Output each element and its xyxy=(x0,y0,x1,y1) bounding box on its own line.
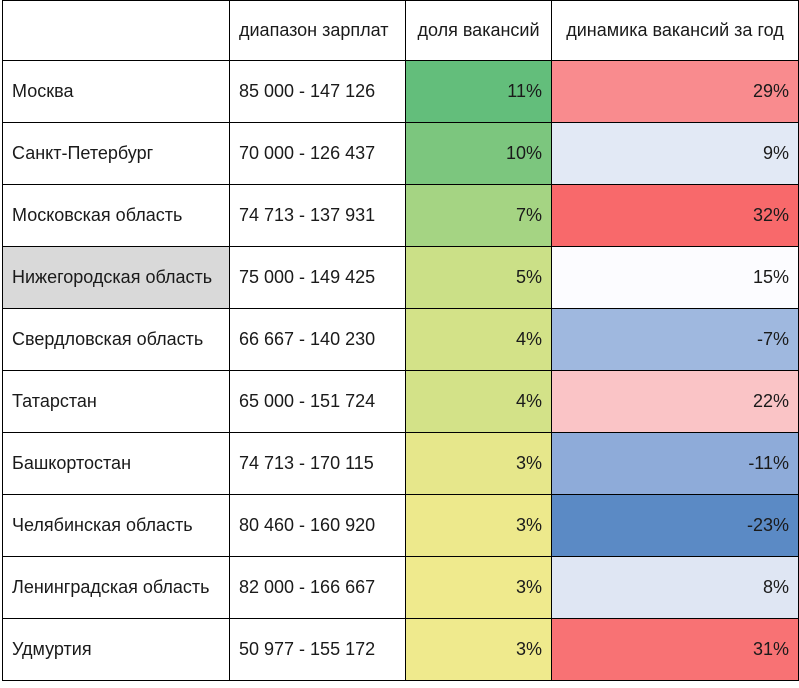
table-row: Челябинская область 80 460 - 160 920 3% -23… xyxy=(2,494,799,557)
salary-cell[interactable]: 70 000 - 126 437 xyxy=(229,122,406,185)
region-cell[interactable]: Татарстан xyxy=(2,370,230,433)
share-cell[interactable]: 4% xyxy=(405,308,552,371)
dynamics-cell[interactable]: 8% xyxy=(551,556,799,619)
table-row: Башкортостан 74 713 - 170 115 3% -11% xyxy=(2,432,799,495)
table-row: Ленинградская область 82 000 - 166 667 3% 8… xyxy=(2,556,799,619)
table-row: Татарстан 65 000 - 151 724 4% 22% xyxy=(2,370,799,433)
dynamics-cell[interactable]: -11% xyxy=(551,432,799,495)
share-cell[interactable]: 11% xyxy=(405,60,552,123)
header-vacancy-dynamics[interactable]: динамика вакансий за год xyxy=(551,0,799,61)
salary-cell[interactable]: 65 000 - 151 724 xyxy=(229,370,406,433)
region-cell[interactable]: Московская область xyxy=(2,184,230,247)
header-vacancy-share[interactable]: доля вакансий xyxy=(405,0,552,61)
share-cell[interactable]: 4% xyxy=(405,370,552,433)
salary-cell[interactable]: 85 000 - 147 126 xyxy=(229,60,406,123)
table-row: Нижегородская область 75 000 - 149 425 5% 1… xyxy=(2,246,799,309)
dynamics-cell[interactable]: 32% xyxy=(551,184,799,247)
region-cell[interactable]: Москва xyxy=(2,60,230,123)
region-cell[interactable]: Челябинская область xyxy=(2,494,230,557)
salary-cell[interactable]: 74 713 - 170 115 xyxy=(229,432,406,495)
share-cell[interactable]: 3% xyxy=(405,432,552,495)
header-salary-range[interactable]: диапазон зарплат xyxy=(229,0,406,61)
table-row: Московская область 74 713 - 137 931 7% 32% xyxy=(2,184,799,247)
share-cell[interactable]: 3% xyxy=(405,494,552,557)
region-cell[interactable]: Удмуртия xyxy=(2,618,230,681)
salary-cell[interactable]: 66 667 - 140 230 xyxy=(229,308,406,371)
dynamics-cell[interactable]: 15% xyxy=(551,246,799,309)
share-cell[interactable]: 3% xyxy=(405,618,552,681)
table-row: Санкт-Петербург 70 000 - 126 437 10% 9% xyxy=(2,122,799,185)
dynamics-cell[interactable]: -23% xyxy=(551,494,799,557)
table-row: Удмуртия 50 977 - 155 172 3% 31% xyxy=(2,618,799,681)
salary-cell[interactable]: 82 000 - 166 667 xyxy=(229,556,406,619)
dynamics-cell[interactable]: 31% xyxy=(551,618,799,681)
region-cell[interactable]: Свердловская область xyxy=(2,308,230,371)
salary-cell[interactable]: 75 000 - 149 425 xyxy=(229,246,406,309)
region-cell[interactable]: Башкортостан xyxy=(2,432,230,495)
dynamics-cell[interactable]: 29% xyxy=(551,60,799,123)
share-cell[interactable]: 10% xyxy=(405,122,552,185)
table-row: Свердловская область 66 667 - 140 230 4% -7… xyxy=(2,308,799,371)
dynamics-cell[interactable]: 22% xyxy=(551,370,799,433)
region-cell[interactable]: Санкт-Петербург xyxy=(2,122,230,185)
share-cell[interactable]: 5% xyxy=(405,246,552,309)
table-row: Москва 85 000 - 147 126 11% 29% xyxy=(2,60,799,123)
salary-cell[interactable]: 80 460 - 160 920 xyxy=(229,494,406,557)
share-cell[interactable]: 7% xyxy=(405,184,552,247)
header-row: диапазон зарплат доля вакансий динамика … xyxy=(2,0,799,61)
header-region[interactable] xyxy=(2,0,230,61)
region-cell[interactable]: Нижегородская область xyxy=(2,246,230,309)
salary-cell[interactable]: 74 713 - 137 931 xyxy=(229,184,406,247)
dynamics-cell[interactable]: -7% xyxy=(551,308,799,371)
share-cell[interactable]: 3% xyxy=(405,556,552,619)
salary-cell[interactable]: 50 977 - 155 172 xyxy=(229,618,406,681)
region-cell[interactable]: Ленинградская область xyxy=(2,556,230,619)
dynamics-cell[interactable]: 9% xyxy=(551,122,799,185)
